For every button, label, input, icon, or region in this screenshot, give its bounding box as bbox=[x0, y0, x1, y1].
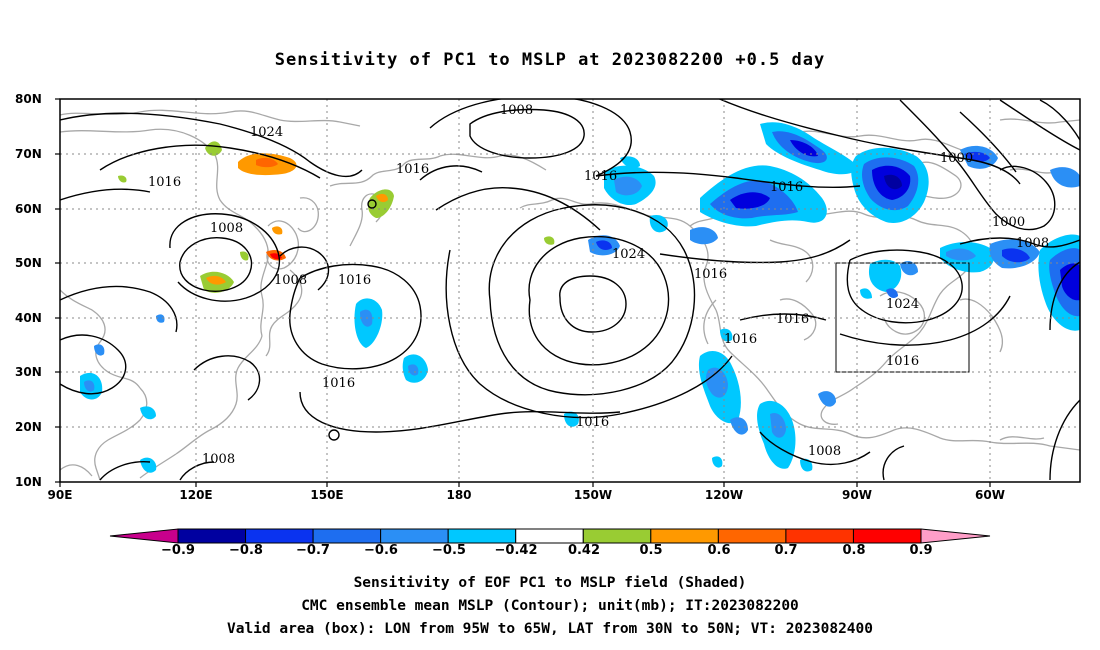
lat-label: 40N bbox=[15, 311, 42, 325]
lon-label: 120E bbox=[179, 488, 213, 502]
colorbar bbox=[109, 528, 991, 544]
lat-label: 80N bbox=[15, 92, 42, 106]
lat-label: 60N bbox=[15, 202, 42, 216]
colorbar-label: 0.9 bbox=[909, 543, 933, 558]
caption-line-1: Sensitivity of EOF PC1 to MSLP field (Sh… bbox=[353, 575, 747, 591]
contour-label: 1016 bbox=[886, 354, 919, 369]
colorbar-swatch bbox=[852, 528, 922, 544]
colorbar-label: −0.8 bbox=[229, 543, 263, 558]
contour-label: 1008 bbox=[500, 103, 533, 118]
plot-frame bbox=[59, 98, 1081, 483]
contour-label: 1016 bbox=[694, 267, 727, 282]
axis-ticks bbox=[55, 98, 991, 487]
colorbar-label: 0.42 bbox=[567, 543, 601, 558]
chart-title: Sensitivity of PC1 to MSLP at 2023082200… bbox=[274, 50, 826, 70]
lon-label: 120W bbox=[704, 488, 744, 502]
colorbar-label: 0.8 bbox=[842, 543, 866, 558]
colorbar-swatch bbox=[785, 528, 854, 544]
contour-label: 1008 bbox=[202, 452, 235, 467]
contour-label: 1016 bbox=[338, 273, 371, 288]
colorbar-swatch bbox=[582, 528, 652, 544]
colorbar-right-arrow bbox=[920, 528, 991, 544]
lat-label: 20N bbox=[15, 420, 42, 434]
contour-label: 1024 bbox=[886, 297, 919, 312]
lat-label: 70N bbox=[15, 147, 42, 161]
colorbar-label: −0.5 bbox=[432, 543, 466, 558]
contour-label: 1016 bbox=[776, 312, 809, 327]
colorbar-label: −0.42 bbox=[494, 543, 538, 558]
contour-label: 1008 bbox=[210, 221, 243, 236]
colorbar-label: 0.5 bbox=[639, 543, 663, 558]
contour-label: 1016 bbox=[576, 415, 609, 430]
contour-label: 1024 bbox=[250, 125, 283, 140]
contour-label: 1000 bbox=[992, 215, 1025, 230]
lat-label: 50N bbox=[15, 256, 42, 270]
lon-label: 150E bbox=[310, 488, 344, 502]
colorbar-swatch bbox=[380, 528, 449, 544]
contour-label: 1016 bbox=[770, 180, 803, 195]
contour-label: 1016 bbox=[724, 332, 757, 347]
lon-label: 180 bbox=[446, 488, 472, 502]
lon-label: 90W bbox=[842, 488, 872, 502]
sensitivity-shading bbox=[80, 122, 1080, 473]
lat-label: 30N bbox=[15, 365, 42, 379]
contour-label: 1016 bbox=[322, 376, 355, 391]
contour-label: 1016 bbox=[584, 169, 617, 184]
lon-label: 150W bbox=[573, 488, 613, 502]
contour-label: 1008 bbox=[808, 444, 841, 459]
colorbar-swatch bbox=[312, 528, 382, 544]
lon-label: 60W bbox=[975, 488, 1005, 502]
grid-lines bbox=[60, 99, 1080, 482]
contour-label: 1000 bbox=[940, 151, 973, 166]
colorbar-label: 0.6 bbox=[707, 543, 731, 558]
colorbar-label: −0.9 bbox=[161, 543, 195, 558]
contour-label: 1016 bbox=[148, 175, 181, 190]
contour-label: 1016 bbox=[396, 162, 429, 177]
caption-line-3: Valid area (box): LON from 95W to 65W, L… bbox=[226, 621, 873, 637]
colorbar-swatch bbox=[177, 528, 247, 544]
colorbar-swatch bbox=[650, 528, 719, 544]
colorbar-swatch bbox=[245, 528, 314, 544]
contour-label: 1008 bbox=[1016, 236, 1049, 251]
mslp-contours bbox=[60, 99, 1080, 481]
colorbar-label: −0.6 bbox=[364, 543, 398, 558]
caption-line-2: CMC ensemble mean MSLP (Contour); unit(m… bbox=[301, 598, 799, 614]
contour-labels: 1008 1024 1016 1016 1008 1008 1016 1016 … bbox=[148, 103, 1049, 467]
colorbar-label: 0.7 bbox=[774, 543, 798, 558]
colorbar-left-arrow bbox=[109, 528, 179, 544]
colorbar-swatch bbox=[447, 528, 517, 544]
lat-label: 10N bbox=[15, 475, 42, 489]
colorbar-swatch bbox=[515, 528, 584, 544]
contour-label: 1008 bbox=[274, 273, 307, 288]
contour-label: 1024 bbox=[612, 247, 645, 262]
colorbar-swatch bbox=[717, 528, 787, 544]
lon-label: 90E bbox=[47, 488, 73, 502]
colorbar-label: −0.7 bbox=[296, 543, 330, 558]
